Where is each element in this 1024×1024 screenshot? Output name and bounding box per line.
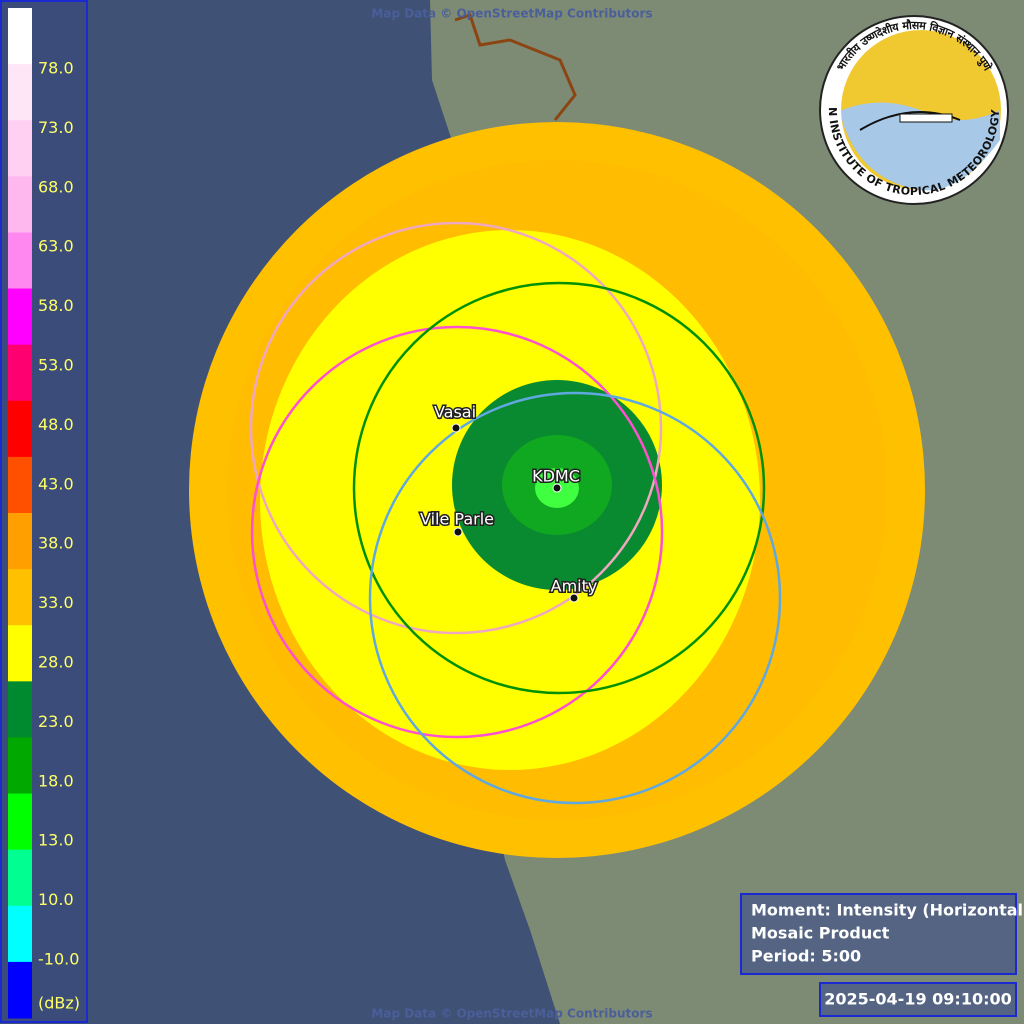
legend: (dBz) 78.0 73.0 68.0 63.0 58.0 53.0 48.0 43.0 38…	[0, 0, 88, 1023]
legend-label: 48.0	[38, 415, 74, 434]
range-ring	[368, 391, 782, 805]
attribution: Map Data © OpenStreetMap Contributors	[371, 7, 652, 21]
legend-label: 28.0	[38, 653, 74, 672]
attribution: Map Data © OpenStreetMap Contributors	[371, 1007, 652, 1021]
station-label: KDMC	[532, 467, 580, 486]
station-marker	[451, 423, 461, 433]
info-box	[740, 893, 1017, 975]
info-moment: Moment: Intensity (Horizontal)	[751, 901, 1024, 920]
timestamp: 2025-04-19 09:10:00	[824, 990, 1012, 1009]
legend-swatch	[8, 344, 32, 402]
station-label: Vasai	[434, 403, 476, 422]
legend-swatch	[8, 64, 32, 121]
legend-swatch	[8, 737, 32, 795]
stations: Vasai KDMC Vile Parle Amity	[418, 401, 599, 603]
legend-label: 73.0	[38, 118, 74, 137]
legend-label: 58.0	[38, 296, 74, 315]
station-marker	[569, 593, 579, 603]
legend-label: 23.0	[38, 712, 74, 731]
legend-swatch	[8, 569, 32, 626]
timestamp-box	[819, 982, 1017, 1017]
logo-sea	[842, 102, 1000, 191]
legend-label: 53.0	[38, 356, 74, 375]
legend-label: 43.0	[38, 474, 74, 493]
legend-swatch	[8, 849, 32, 907]
legend-swatch	[8, 232, 32, 290]
info-product: Mosaic Product	[751, 924, 890, 943]
legend-swatch	[8, 681, 32, 738]
station-label: Amity	[551, 577, 598, 596]
legend-swatch	[8, 456, 32, 514]
legend-label: 13.0	[38, 831, 74, 850]
range-ring	[352, 281, 766, 695]
station-label: Vile Parle	[420, 510, 494, 529]
legend-swatch	[8, 400, 32, 458]
legend-label: 68.0	[38, 177, 74, 196]
legend-label: -10.0	[38, 950, 79, 969]
legend-swatch	[8, 905, 32, 963]
legend-label: 78.0	[38, 59, 74, 78]
legend-unit: (dBz)	[38, 994, 80, 1013]
legend-label: 63.0	[38, 237, 74, 256]
legend-swatch	[8, 120, 32, 177]
logo-arrow	[899, 113, 953, 123]
radar-ranges	[249, 221, 782, 805]
station-marker	[552, 483, 562, 493]
range-ring	[250, 325, 664, 739]
legend-swatch	[8, 793, 32, 851]
legend-swatch	[8, 288, 32, 346]
legend-label: 10.0	[38, 890, 74, 909]
legend-swatch	[8, 176, 32, 233]
legend-label: 18.0	[38, 771, 74, 790]
range-ring	[249, 221, 663, 635]
border	[454, 13, 577, 121]
legend-swatch	[8, 8, 32, 65]
info-period: Period: 5:00	[751, 947, 861, 966]
station-marker	[453, 527, 463, 537]
legend-swatch	[8, 961, 32, 1019]
legend-swatch	[8, 625, 32, 682]
legend-swatch	[8, 513, 32, 570]
legend-label: 38.0	[38, 534, 74, 553]
legend-label: 33.0	[38, 593, 74, 612]
